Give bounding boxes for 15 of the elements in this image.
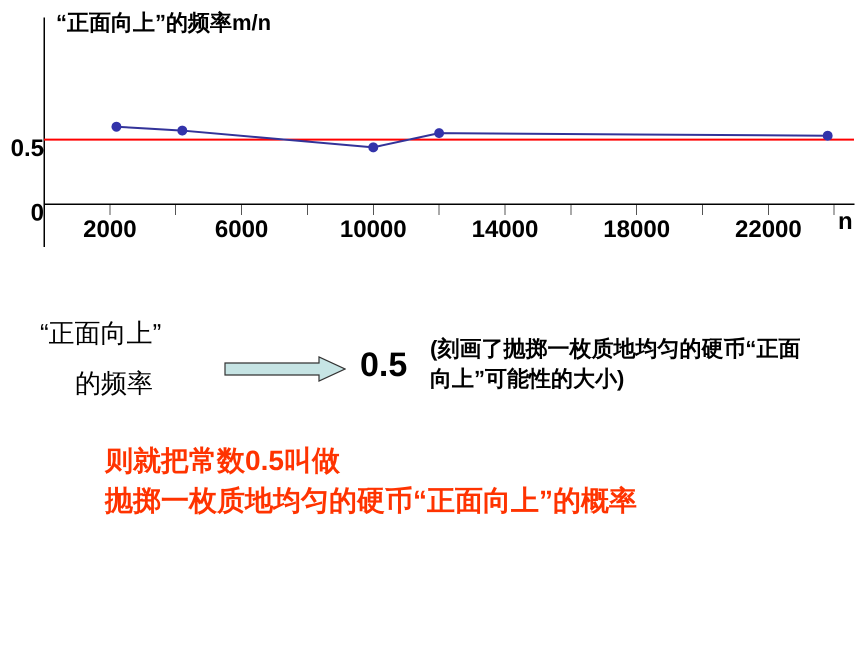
text: 的频率 bbox=[75, 367, 153, 400]
text: (刻画了抛掷一枚质地均匀的硬币“正面向上”可能性的大小) bbox=[430, 335, 802, 393]
x-tick-label: 18000 bbox=[603, 216, 670, 244]
text: 0.5 bbox=[360, 346, 408, 385]
text: 则就把常数0.5叫做 bbox=[105, 444, 340, 478]
y-axis-title: “正面向上”的频率m/n bbox=[56, 9, 272, 37]
x-tick-label: 6000 bbox=[214, 216, 268, 244]
x-tick-label: 14000 bbox=[472, 216, 538, 244]
x-axis-title: n bbox=[838, 208, 853, 236]
y-tick-label: 0 bbox=[30, 200, 44, 227]
x-tick-label: 2000 bbox=[83, 216, 137, 244]
x-tick-label: 10000 bbox=[340, 216, 407, 244]
text: 抛掷一枚质地均匀的硬币“正面向上”的概率 bbox=[105, 484, 637, 518]
x-tick-label: 22000 bbox=[735, 216, 802, 244]
text: “正面向上” bbox=[40, 317, 162, 350]
